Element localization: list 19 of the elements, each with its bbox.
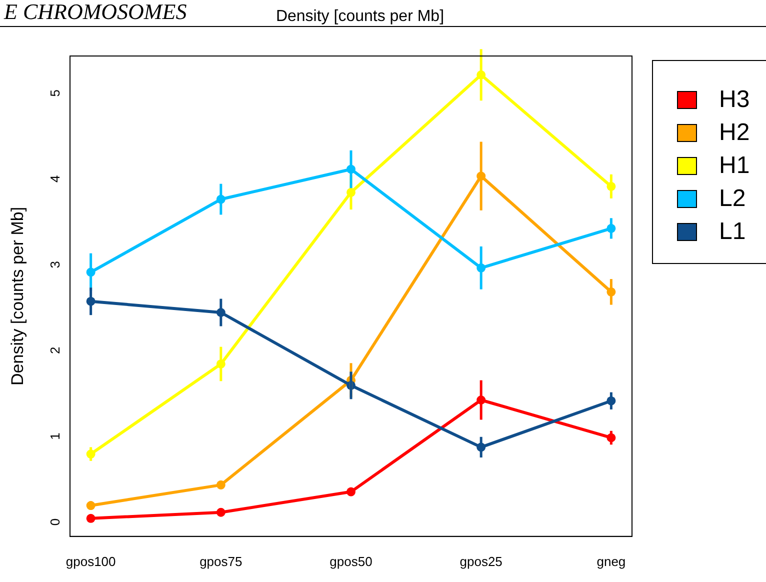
x-tick-label: gneg: [596, 554, 626, 569]
y-tick-label: 2: [48, 346, 63, 354]
y-tick-label: 0: [48, 518, 63, 526]
text: E CHROMOSOMES: [4, 0, 187, 24]
y-tick-label: 5: [48, 89, 63, 97]
y-tick-label: 4: [48, 175, 63, 182]
x-tick-label: gpos100: [66, 554, 116, 569]
legend-label: L1: [719, 218, 746, 246]
y-axis-title: Density [counts per Mb]: [8, 206, 27, 386]
chart-title: Density [counts per Mb]: [274, 8, 446, 25]
legend-label: H1: [719, 152, 750, 180]
x-tick-label: gpos50: [330, 554, 372, 569]
y-tick-label: 1: [48, 432, 63, 440]
x-tick-label: gpos75: [200, 554, 242, 569]
legend-label: H3: [719, 86, 750, 114]
legend-label: L2: [719, 184, 746, 212]
y-tick-label: 3: [48, 261, 63, 268]
legend-label: H2: [719, 118, 750, 146]
x-tick-label: gpos25: [460, 554, 502, 569]
